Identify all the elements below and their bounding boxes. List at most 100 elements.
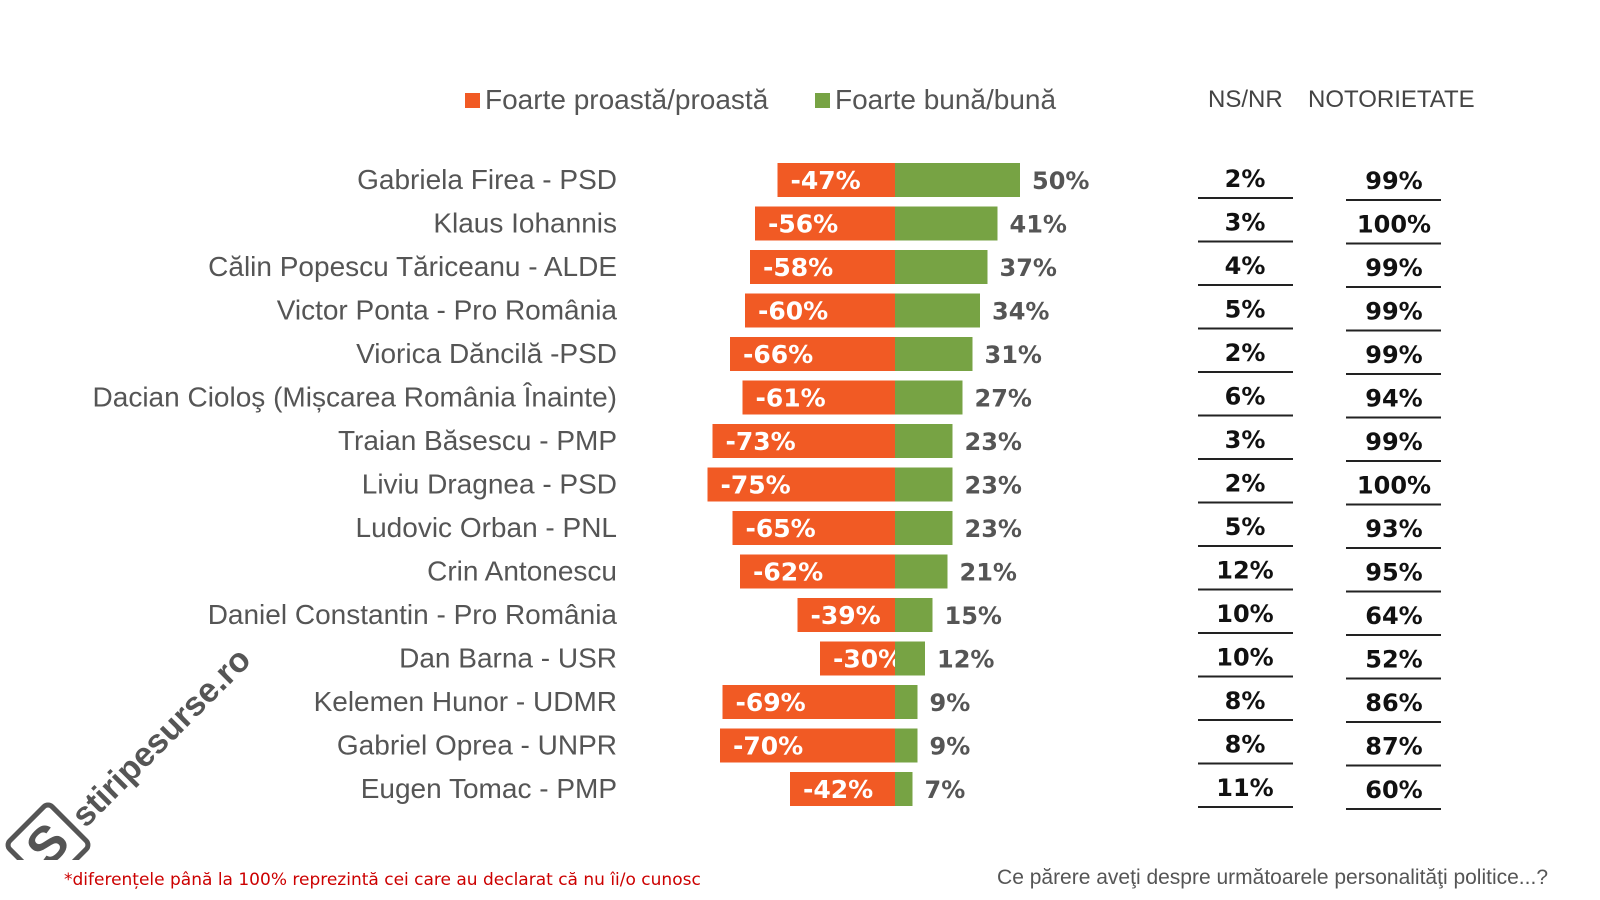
bar-negative-label: -61% — [756, 384, 826, 413]
nsnr-value: 3% — [1225, 209, 1266, 237]
bar-positive — [895, 685, 918, 719]
notorietate-value: 60% — [1365, 776, 1422, 804]
bar-negative — [820, 641, 895, 676]
nsnr-value: 2% — [1225, 165, 1266, 193]
bar-negative-label: -42% — [803, 775, 873, 804]
watermark-logo: S stiripesurse.ro — [5, 640, 258, 860]
bar-positive-label: 7% — [925, 776, 966, 804]
nsnr-value: 10% — [1216, 644, 1273, 672]
bar-positive-label: 31% — [985, 341, 1042, 369]
bar-positive-label: 9% — [930, 689, 971, 717]
bar-negative — [750, 250, 895, 284]
notorietate-value: 86% — [1365, 689, 1422, 717]
notorietate-value: 99% — [1365, 167, 1422, 195]
nsnr-value: 3% — [1225, 426, 1266, 454]
category-label: Kelemen Hunor - UDMR — [314, 686, 617, 717]
bar-negative-label: -69% — [736, 688, 806, 717]
legend-negative-swatch — [465, 93, 480, 108]
notorietate-value: 99% — [1365, 298, 1422, 326]
legend-positive: Foarte bună/bună — [815, 84, 1056, 116]
bar-positive-label: 15% — [945, 602, 1002, 630]
bar-negative — [797, 598, 895, 632]
bar-negative — [707, 467, 895, 502]
bar-negative-label: -65% — [746, 514, 816, 543]
bar-negative — [777, 163, 895, 197]
bar-negative — [745, 293, 895, 328]
bar-negative — [732, 511, 895, 545]
category-label: Viorica Dăncilă -PSD — [356, 338, 617, 369]
category-label: Dacian Cioloş (Mișcarea România Înainte) — [93, 382, 617, 413]
bar-positive — [895, 554, 948, 589]
footnote: *diferențele până la 100% reprezintă cei… — [64, 870, 701, 890]
category-label: Daniel Constantin - Pro România — [208, 599, 618, 630]
notorietate-value: 94% — [1365, 385, 1422, 413]
bar-negative-label: -73% — [726, 427, 796, 456]
category-label: Dan Barna - USR — [399, 643, 617, 674]
bar-negative — [790, 772, 895, 806]
bar-negative — [712, 424, 895, 458]
notorietate-value: 99% — [1365, 254, 1422, 282]
bar-positive — [895, 337, 973, 371]
notorietate-value: 95% — [1365, 559, 1422, 587]
bar-positive-label: 41% — [1010, 211, 1067, 239]
bar-negative-label: -58% — [763, 253, 833, 282]
category-label: Crin Antonescu — [427, 556, 617, 587]
bar-positive — [895, 424, 953, 458]
bar-positive-label: 21% — [960, 559, 1017, 587]
bar-negative-label: -60% — [758, 297, 828, 326]
nsnr-value: 12% — [1216, 557, 1273, 585]
legend-positive-swatch — [815, 93, 830, 108]
bar-negative-label: -30% — [833, 645, 903, 674]
notorietate-value: 99% — [1365, 341, 1422, 369]
nsnr-value: 4% — [1225, 252, 1266, 280]
bar-positive-label: 12% — [937, 646, 994, 674]
nsnr-value: 2% — [1225, 470, 1266, 498]
bar-negative — [722, 685, 895, 719]
bar-positive-label: 23% — [965, 515, 1022, 543]
notorietate-value: 99% — [1365, 428, 1422, 456]
bar-positive — [895, 206, 998, 241]
bar-positive — [895, 380, 963, 415]
category-label: Traian Băsescu - PMP — [338, 425, 617, 456]
bar-positive-label: 27% — [975, 385, 1032, 413]
bar-negative — [755, 206, 895, 241]
category-label: Klaus Iohannis — [433, 208, 617, 239]
bar-positive-label: 34% — [992, 298, 1049, 326]
nsnr-value: 2% — [1225, 339, 1266, 367]
category-label: Gabriel Oprea - UNPR — [337, 730, 617, 761]
bar-negative-label: -47% — [791, 166, 861, 195]
bar-positive-label: 9% — [930, 733, 971, 761]
bar-negative-label: -66% — [743, 340, 813, 369]
bar-positive — [895, 293, 980, 328]
bar-negative — [720, 728, 895, 763]
nsnr-header: NS/NR — [1208, 86, 1283, 113]
bar-positive — [895, 163, 1020, 197]
bar-positive — [895, 467, 953, 502]
legend-negative-label: Foarte proastă/proastă — [485, 84, 769, 115]
bar-positive-label: 23% — [965, 472, 1022, 500]
bar-positive — [895, 772, 913, 806]
category-label: Eugen Tomac - PMP — [361, 773, 617, 804]
bar-negative — [740, 554, 895, 589]
notorietate-value: 100% — [1357, 211, 1431, 239]
bar-negative — [730, 337, 895, 371]
notorietate-value: 100% — [1357, 472, 1431, 500]
nsnr-value: 6% — [1225, 383, 1266, 411]
category-label: Victor Ponta - Pro România — [277, 295, 618, 326]
bar-negative — [742, 380, 895, 415]
bar-positive-label: 23% — [965, 428, 1022, 456]
bar-positive — [895, 250, 988, 284]
bar-positive — [895, 511, 953, 545]
category-label: Călin Popescu Tăriceanu - ALDE — [208, 251, 617, 282]
nsnr-value: 5% — [1225, 513, 1266, 541]
nsnr-value: 5% — [1225, 296, 1266, 324]
bar-positive — [895, 728, 918, 763]
watermark-logo-box — [5, 802, 91, 860]
notorietate-value: 87% — [1365, 733, 1422, 761]
bar-negative-label: -75% — [721, 471, 791, 500]
nsnr-value: 8% — [1225, 687, 1266, 715]
notorietate-value: 93% — [1365, 515, 1422, 543]
category-label: Liviu Dragnea - PSD — [362, 469, 617, 500]
bar-negative-label: -62% — [753, 558, 823, 587]
